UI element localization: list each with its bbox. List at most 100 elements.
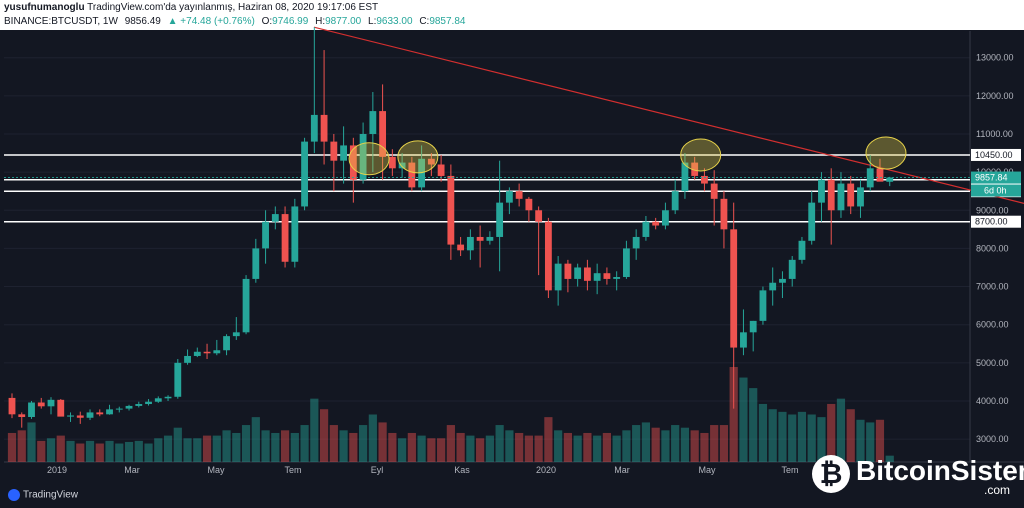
candle-body [301, 141, 308, 207]
volume-bar [885, 455, 894, 462]
y-tick-label: 3000.00 [976, 434, 1009, 444]
highlight-ellipse [865, 136, 907, 170]
x-tick-label: May [698, 465, 716, 475]
volume-bar [358, 425, 368, 462]
candle-body [398, 162, 406, 169]
symbol-label[interactable]: BINANCE:BTCUSDT, 1W [4, 16, 118, 27]
close-label: C: [419, 16, 430, 27]
tradingview-logo[interactable]: TradingView [8, 489, 78, 501]
level-label: 10450.00 [975, 150, 1013, 160]
volume-bar [515, 432, 524, 462]
candle-body [622, 248, 630, 278]
candle-body [564, 263, 572, 279]
volume-bar [105, 440, 114, 462]
level-label-box [971, 215, 1021, 228]
volume-bar [632, 425, 641, 462]
candle-body [106, 409, 113, 415]
candle-body [730, 229, 738, 348]
trendline [313, 26, 1024, 204]
candle-body [505, 191, 513, 203]
volume-bar [398, 438, 407, 462]
volume-bar [7, 432, 17, 462]
candle-body [720, 198, 728, 230]
volume-bar [866, 422, 875, 462]
x-tick-label: Tem [284, 465, 301, 475]
candle-body [281, 214, 289, 262]
volume-bar [671, 425, 680, 462]
candle-body [388, 156, 396, 169]
candle-body [262, 221, 269, 249]
volume-bar [56, 435, 65, 462]
volume-bar [729, 367, 738, 462]
volume-bar [115, 443, 124, 462]
candle-body [437, 164, 445, 176]
candle-body [193, 351, 201, 356]
candle-body [837, 183, 845, 211]
level-label-box [971, 148, 1021, 161]
volume-bar [641, 422, 651, 462]
publish-info: TradingView.com'da yayınlanmış, Haziran … [87, 2, 379, 13]
chart-header: yusufnumanoglu TradingView.com'da yayınl… [0, 0, 1024, 30]
volume-bar [17, 430, 26, 462]
volume-bar [202, 435, 212, 462]
x-tick-label: May [207, 465, 225, 475]
candle-body [496, 202, 504, 237]
candle-body [691, 162, 699, 176]
candle-body [203, 351, 211, 354]
volume-bar [602, 432, 612, 462]
volume-bar [173, 427, 182, 462]
change-value: ▲ +74.48 (+0.76%) [167, 16, 255, 27]
volume-bar [46, 438, 56, 462]
candle-body [818, 179, 825, 203]
candle-body [369, 111, 377, 134]
volume-bar [612, 435, 621, 462]
candle-body [466, 236, 474, 251]
volume-bar [700, 432, 709, 462]
candle-body [535, 210, 543, 222]
volume-bar [485, 435, 494, 462]
volume-bar [76, 443, 85, 462]
volume-bar [27, 422, 36, 462]
candle-body [593, 273, 601, 281]
volume-bar [212, 435, 221, 462]
candle-body [866, 168, 874, 188]
volume-bar [241, 425, 251, 462]
volume-bar [388, 432, 397, 462]
candle-body [379, 111, 387, 157]
y-tick-label: 12000.00 [976, 91, 1014, 101]
candle-body [652, 221, 660, 226]
candle-body [145, 401, 152, 405]
volume-bar [836, 398, 846, 462]
x-tick-label: Kas [454, 465, 470, 475]
volume-bar [856, 419, 865, 462]
volume-bar [807, 414, 816, 462]
candle-body [135, 404, 143, 406]
candle-body [574, 267, 582, 279]
volume-bar [476, 438, 485, 462]
bitcoinsistemi-watermark: ₿ BitcoinSistemi .com [812, 455, 1024, 497]
candle-body [213, 350, 221, 354]
candle-body [96, 412, 104, 415]
volume-bar [797, 411, 807, 462]
volume-bar [232, 432, 241, 462]
candle-body [583, 267, 591, 281]
volume-bar [505, 430, 514, 462]
candle-body [886, 177, 894, 182]
author-name[interactable]: yusufnumanoglu [4, 2, 85, 13]
high-value: 9877.00 [325, 16, 362, 27]
bitcoin-icon: ₿ [812, 455, 850, 493]
candle-body [544, 221, 552, 291]
volume-bar [749, 388, 758, 462]
close-value: 9857.84 [429, 16, 466, 27]
candle-body [476, 236, 484, 241]
volume-bar [758, 403, 768, 462]
x-tick-label: Tem [781, 465, 798, 475]
price-value: 9856.49 [124, 16, 161, 27]
volume-bar [680, 427, 690, 462]
volume-bar [524, 435, 533, 462]
candle-body [847, 183, 855, 207]
volume-bar [124, 441, 134, 462]
volume-bar [495, 425, 504, 462]
candle-body [408, 162, 416, 188]
